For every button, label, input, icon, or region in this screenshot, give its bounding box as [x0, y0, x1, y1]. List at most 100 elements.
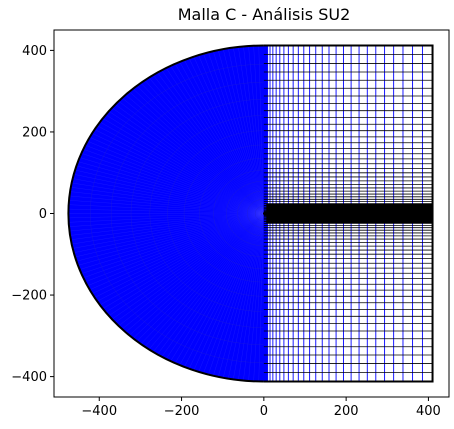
mesh-radial-line [73, 174, 264, 214]
y-tick-label: 0 [39, 207, 47, 222]
x-tick-label: −400 [81, 404, 117, 419]
mesh-radial-line [174, 213, 264, 364]
mesh-radial-line [105, 213, 264, 313]
x-tick-label: −200 [164, 404, 200, 419]
y-tick-label: −200 [11, 289, 47, 304]
mesh-radial-line [243, 46, 265, 214]
mesh-radial-line [213, 213, 265, 376]
mesh-radial-line [165, 213, 264, 360]
mesh-radial-line [92, 133, 264, 214]
mesh-radial-line [198, 213, 265, 372]
mesh-radial-line [233, 47, 265, 214]
mesh-radial-line [79, 157, 264, 214]
mesh-radial-line [68, 200, 264, 214]
mesh-radial-line [97, 125, 264, 214]
mesh-radial-line [102, 118, 264, 214]
mesh-radial-line [208, 213, 265, 375]
mesh-radial-line [75, 213, 264, 258]
mesh-radial-line [99, 213, 264, 306]
mesh-arc-line [246, 198, 264, 229]
mesh-radial-line [129, 213, 264, 336]
mesh-radial-line [94, 213, 264, 298]
mesh-radial-line [102, 213, 264, 309]
mesh-radial-line [258, 45, 265, 214]
mesh-radial-line [70, 213, 264, 236]
mesh-radial-line [97, 213, 264, 302]
mesh-radial-line [87, 141, 264, 214]
mesh-boundary [67, 44, 434, 383]
mesh-radial-line [253, 45, 265, 214]
mesh-radial-line [77, 213, 264, 266]
mesh-radial-line [121, 213, 264, 330]
mesh-arc-line [237, 190, 264, 237]
mesh-arc-line [213, 169, 264, 258]
mesh-radial-line [92, 213, 264, 294]
mesh-radial-line [161, 213, 264, 357]
mesh-radial-line [161, 70, 264, 214]
mesh-radial-line [238, 213, 265, 381]
chart-title: Malla C - Análisis SU2 [178, 5, 351, 24]
mesh-radial-line [69, 195, 264, 214]
mesh-radial-line [140, 213, 264, 345]
mesh-radial-line [68, 213, 264, 227]
mesh-radial-line [165, 67, 264, 214]
mesh-radial-line [76, 213, 264, 262]
mesh-radial-line [179, 61, 264, 214]
mesh-arc-line [110, 81, 264, 346]
mesh-radial-line [94, 129, 264, 214]
mesh-radial-line [174, 63, 264, 214]
mesh-radial-line [132, 88, 264, 214]
mesh-radial-line [184, 213, 264, 368]
mesh-radial-line [129, 91, 264, 214]
mesh-radial-line [105, 114, 264, 214]
mesh-radial-line [118, 100, 264, 214]
mesh-radial-line [70, 213, 264, 240]
mesh-radial-line [121, 97, 264, 214]
mesh-radial-line [77, 161, 264, 214]
mesh-radial-line [83, 213, 264, 278]
mesh-arc-line [199, 157, 264, 270]
mesh-radial-line [76, 165, 264, 214]
mesh-radial-line [188, 58, 265, 214]
mesh-radial-line [68, 213, 264, 219]
y-tick-label: −400 [11, 370, 47, 385]
mesh-radial-line [233, 213, 265, 380]
mesh-radial-line [208, 52, 265, 214]
mesh-radial-line [72, 178, 264, 214]
mesh-radial-line [81, 153, 264, 214]
mesh-radial-line [243, 213, 265, 381]
mesh-radial-line [228, 48, 265, 214]
wake-band [266, 203, 433, 224]
mesh-radial-line [144, 213, 264, 347]
mesh-radial-line [89, 213, 264, 290]
mesh-radial-line [193, 56, 265, 214]
mesh-radial-line [136, 85, 264, 214]
mesh-radial-line [70, 187, 264, 214]
mesh-radial-line [68, 213, 264, 223]
mesh-radial-line [184, 59, 264, 214]
mesh-radial-line [108, 111, 264, 214]
mesh-radial-line [148, 77, 264, 214]
mesh-radial-line [68, 204, 264, 214]
mesh-radial-line [85, 213, 264, 282]
mesh-radial-line [157, 72, 264, 214]
mesh-radial-line [218, 213, 265, 377]
mesh-radial-line [238, 46, 265, 214]
mesh-layer [68, 45, 433, 382]
mesh-radial-line [218, 50, 265, 214]
mesh-radial-line [213, 51, 265, 214]
mesh-radial-line [118, 213, 264, 327]
mesh-radial-line [125, 213, 264, 333]
mesh-radial-line [89, 137, 264, 214]
mesh-radial-line [85, 145, 264, 214]
mesh-radial-line [68, 208, 264, 214]
mesh-radial-line [79, 213, 264, 270]
mesh-radial-line [83, 149, 264, 214]
mesh-radial-line [108, 213, 264, 316]
x-tick-label: 400 [416, 404, 441, 419]
mesh-radial-line [153, 213, 264, 353]
mesh-radial-line [111, 213, 264, 320]
mesh-radial-line [248, 45, 265, 214]
mesh-radial-line [170, 213, 264, 362]
